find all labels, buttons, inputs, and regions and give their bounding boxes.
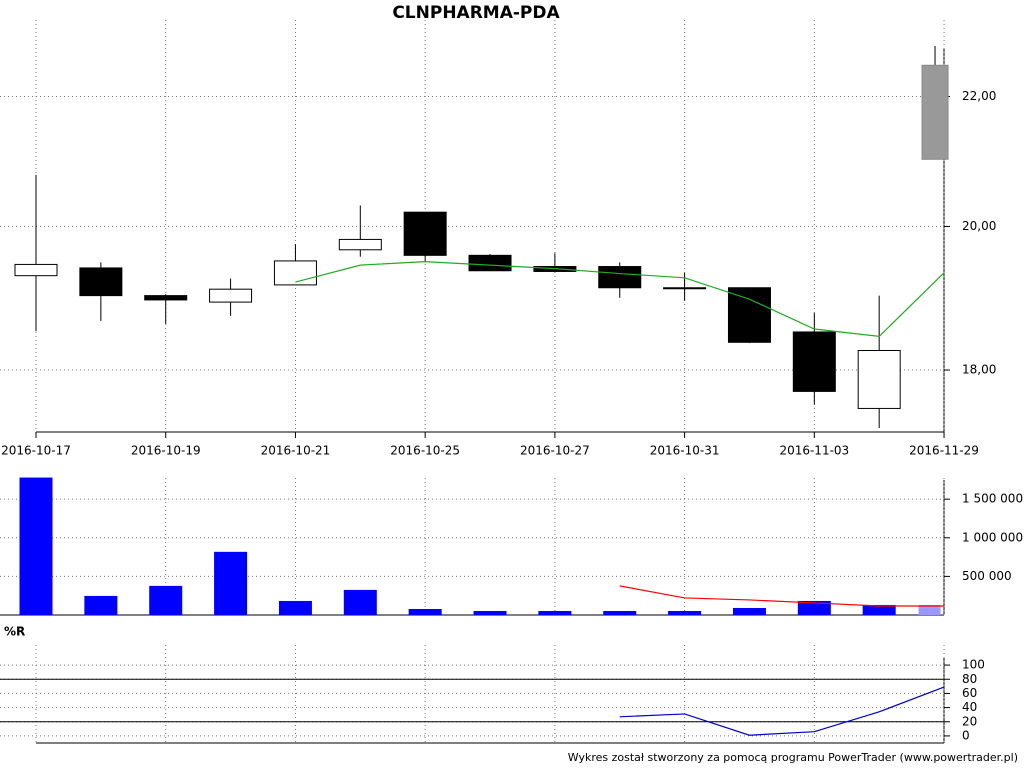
y-tick-label: 22,00 <box>962 89 996 103</box>
candle-body <box>144 295 188 301</box>
volume-bar <box>343 589 377 615</box>
candle-body <box>338 238 382 251</box>
x-tick-label: 2016-11-03 <box>779 444 849 458</box>
volume-bar <box>84 595 118 615</box>
candle-body <box>273 260 317 286</box>
candle-body <box>14 263 58 277</box>
y-tick-label: 100 <box>962 658 985 672</box>
footer: Wykres został stworzony za pomocą progra… <box>568 751 1018 764</box>
y-tick-label: 500 000 <box>962 569 1012 583</box>
volume-bar <box>732 607 766 615</box>
volume-bar <box>538 610 572 615</box>
x-tick-label: 2016-10-31 <box>650 444 720 458</box>
candle-body <box>921 64 949 160</box>
x-tick-label: 2016-10-19 <box>131 444 201 458</box>
candle-body <box>403 211 447 256</box>
volume-bar <box>278 600 312 615</box>
x-tick-label: 2016-11-29 <box>909 444 979 458</box>
y-tick-label: 20 <box>962 714 977 728</box>
x-tick-label: 2016-10-25 <box>390 444 460 458</box>
volume-bar <box>797 600 831 615</box>
volume-bar <box>408 608 442 615</box>
candle-body <box>792 331 836 392</box>
x-tick-label: 2016-10-27 <box>520 444 590 458</box>
series-line <box>619 686 945 736</box>
candle-body <box>79 267 123 297</box>
candle-body <box>727 287 771 343</box>
volume-bar <box>603 610 637 615</box>
x-tick-label: 2016-10-17 <box>1 444 71 458</box>
candle-body <box>857 349 901 409</box>
series-line <box>295 261 945 338</box>
volume-bar <box>918 604 941 615</box>
candle-body <box>209 288 253 303</box>
series-line <box>619 585 945 607</box>
candle-body <box>663 287 707 290</box>
y-tick-label: 1 000 000 <box>962 530 1023 544</box>
y-tick-label: 20,00 <box>962 219 996 233</box>
chart-title: CLNPHARMA-PDA <box>392 3 560 23</box>
candle-body <box>468 254 512 272</box>
candle-body <box>598 266 642 289</box>
y-tick-label: 40 <box>962 700 977 714</box>
volume-bar <box>214 551 248 615</box>
volume-bar <box>862 604 896 615</box>
volume-bar <box>473 610 507 615</box>
volume-bar <box>668 610 702 615</box>
y-tick-label: 60 <box>962 686 977 700</box>
y-tick-label: 80 <box>962 672 977 686</box>
y-tick-label: 1 500 000 <box>962 492 1023 506</box>
x-tick-label: 2016-10-21 <box>261 444 331 458</box>
volume-bar <box>149 585 183 615</box>
y-tick-label: 18,00 <box>962 363 996 377</box>
volume-bar <box>19 477 53 615</box>
indicator-title: %R <box>4 625 25 639</box>
y-tick-label: 0 <box>962 728 970 742</box>
